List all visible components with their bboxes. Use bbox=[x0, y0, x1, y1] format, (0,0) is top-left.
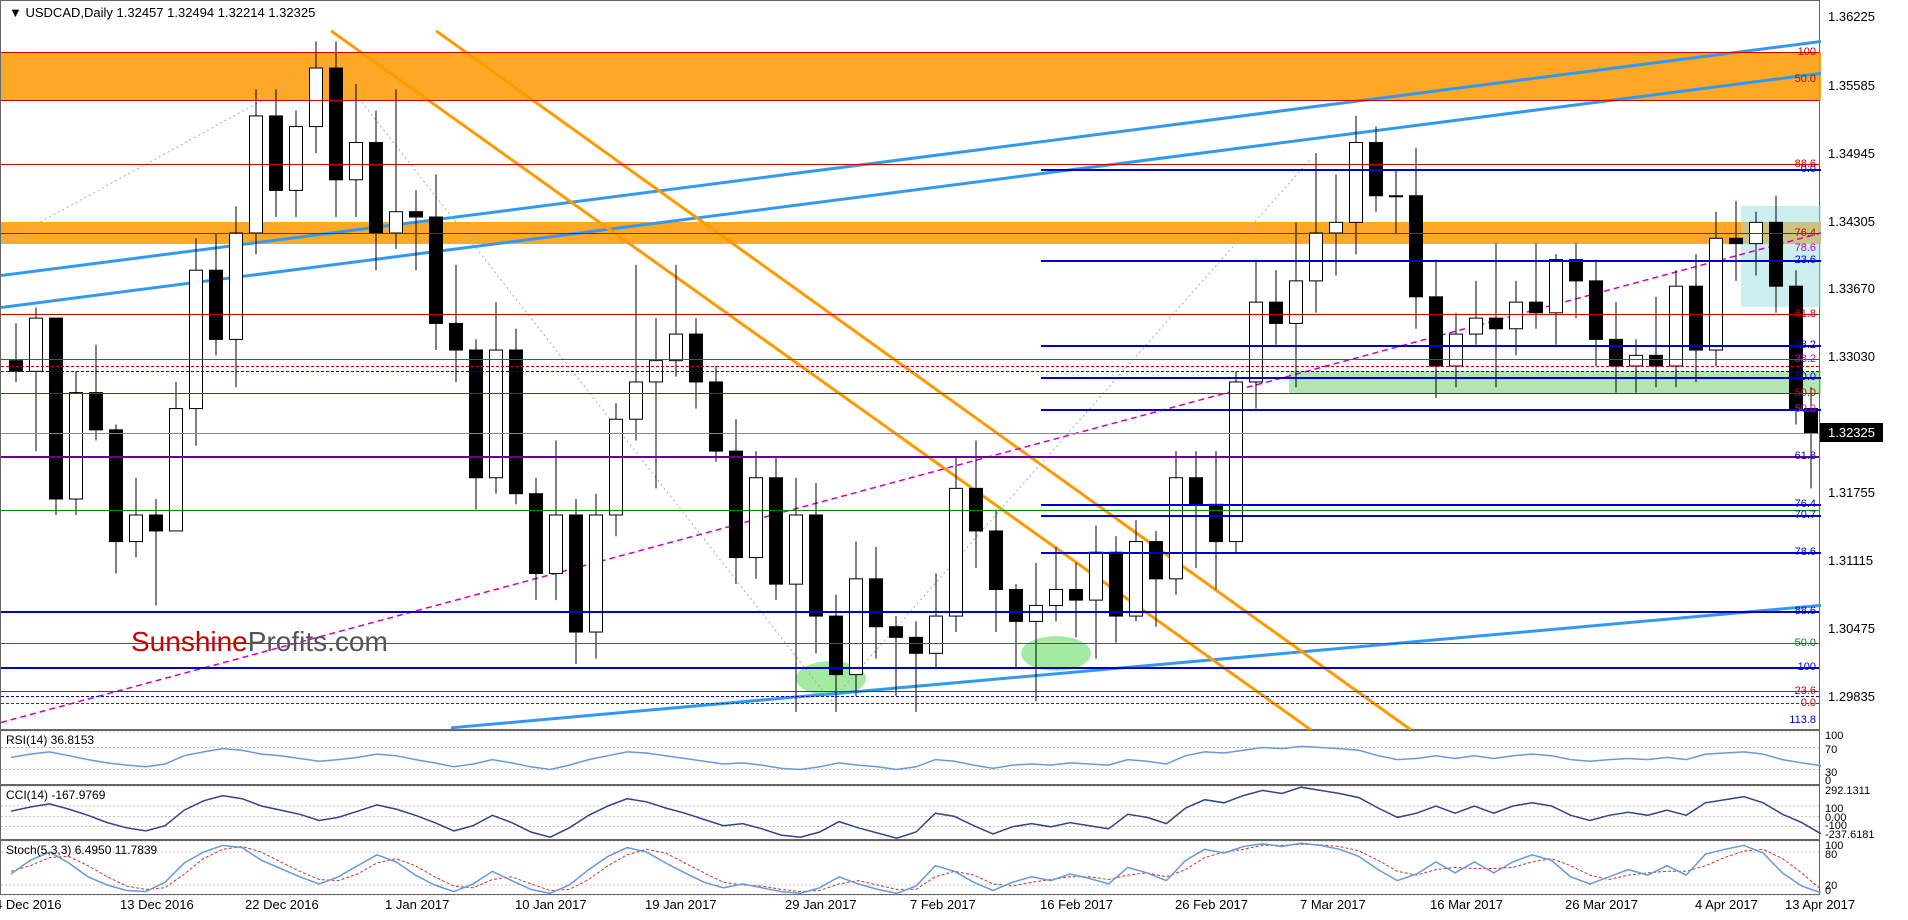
main-price-chart[interactable]: ▼ USDCAD,Daily 1.32457 1.32494 1.32214 1… bbox=[0, 0, 1820, 730]
cci-label: CCI(14) -167.9769 bbox=[6, 788, 105, 802]
cci-svg bbox=[1, 786, 1821, 841]
rsi-svg bbox=[1, 731, 1821, 786]
stoch-panel[interactable]: Stoch(5,3,3) 6.4950 11.7839 bbox=[0, 840, 1820, 895]
watermark: SunshineProfits.com bbox=[131, 626, 388, 658]
cci-panel[interactable]: CCI(14) -167.9769 bbox=[0, 785, 1820, 840]
stoch-svg bbox=[1, 841, 1821, 896]
chart-title: ▼ USDCAD,Daily 1.32457 1.32494 1.32214 1… bbox=[9, 5, 315, 20]
stoch-label: Stoch(5,3,3) 6.4950 11.7839 bbox=[6, 843, 157, 857]
rsi-label: RSI(14) 36.8153 bbox=[6, 733, 94, 747]
rsi-panel[interactable]: RSI(14) 36.8153 bbox=[0, 730, 1820, 785]
current-price-marker: 1.32325 bbox=[1820, 423, 1883, 442]
